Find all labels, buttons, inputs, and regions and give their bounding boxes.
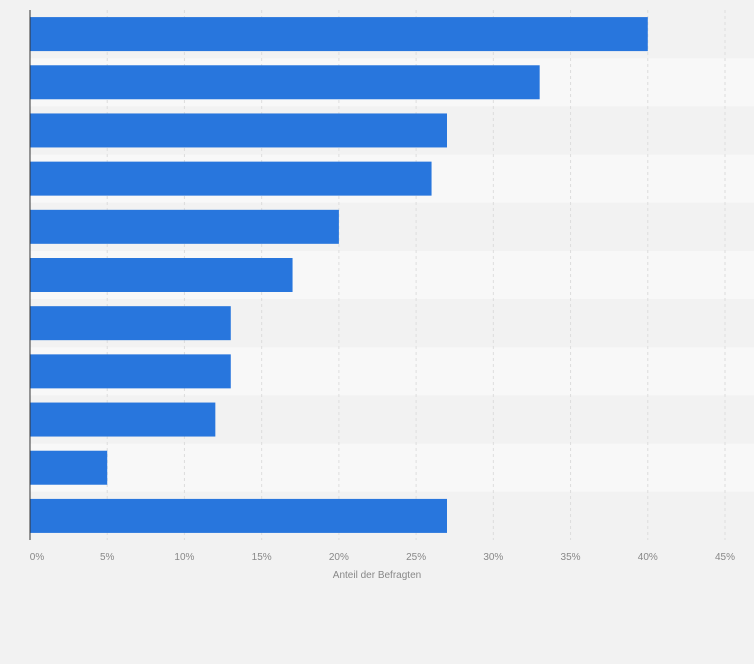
x-tick-label: 30% (483, 552, 503, 563)
x-tick-label: 15% (252, 552, 272, 563)
x-tick-label: 5% (100, 552, 115, 563)
bar (30, 306, 231, 341)
x-tick-labels: 0% 5% 10% 15% 20% 25% 30% 35% 40% 45% (30, 552, 735, 563)
bars (30, 17, 648, 533)
bar (30, 354, 231, 389)
bar (30, 65, 540, 100)
x-tick-label: 40% (638, 552, 658, 563)
x-axis-label: Anteil der Befragten (333, 570, 421, 581)
row-band (30, 443, 754, 492)
bar (30, 209, 339, 244)
bar (30, 161, 432, 196)
x-tick-label: 10% (174, 552, 194, 563)
bar (30, 17, 648, 52)
bar (30, 450, 108, 485)
x-tick-label: 35% (561, 552, 581, 563)
x-tick-label: 20% (329, 552, 349, 563)
bar (30, 258, 293, 292)
bar (30, 402, 216, 437)
x-tick-label: 25% (406, 552, 426, 563)
x-tick-label: 0% (30, 552, 45, 563)
bar (30, 498, 447, 533)
bar (30, 113, 447, 148)
x-tick-label: 45% (715, 552, 735, 563)
